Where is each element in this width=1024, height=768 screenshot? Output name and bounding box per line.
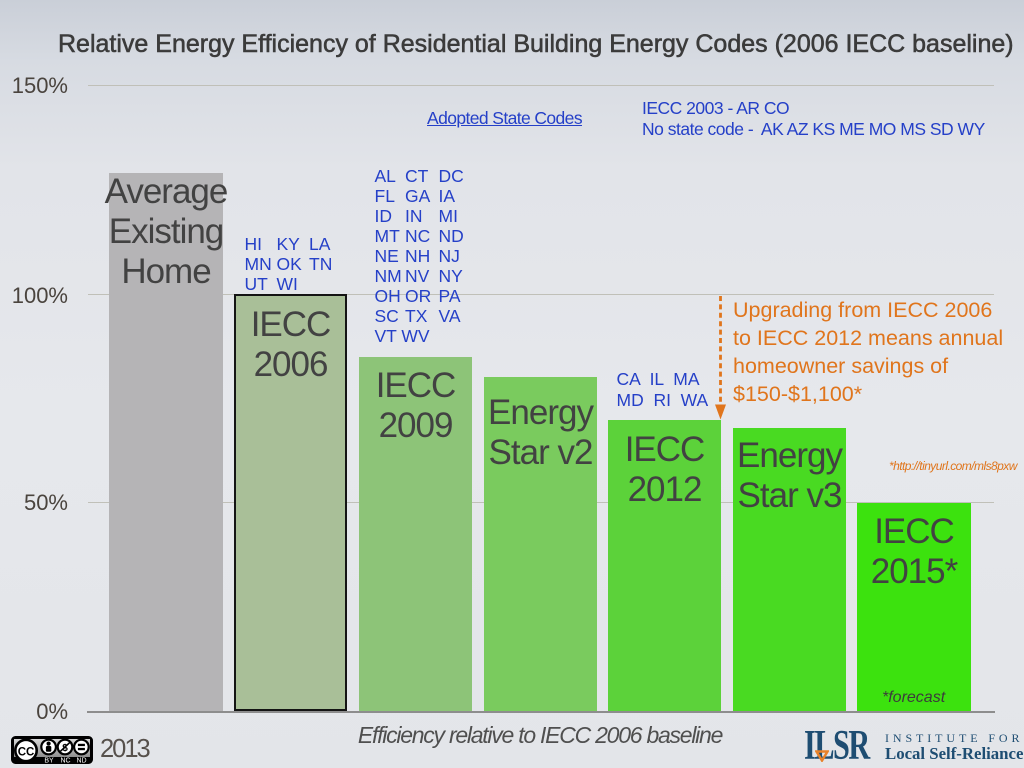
- svg-text:CC: CC: [18, 747, 35, 759]
- svg-text:BY: BY: [44, 758, 54, 764]
- svg-text:$: $: [62, 743, 68, 754]
- svg-text:ND: ND: [76, 758, 86, 764]
- svg-text:NC: NC: [60, 758, 70, 764]
